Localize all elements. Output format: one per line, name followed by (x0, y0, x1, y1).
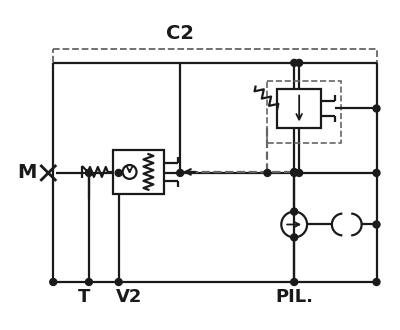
Circle shape (86, 279, 92, 285)
Circle shape (373, 221, 380, 228)
Text: M: M (17, 163, 36, 182)
Circle shape (296, 59, 303, 66)
Bar (277, 89, 321, 128)
Text: T: T (78, 288, 90, 306)
Bar (53, 49, 376, 282)
Text: C2: C2 (166, 24, 194, 43)
Circle shape (291, 170, 298, 177)
Circle shape (264, 170, 271, 177)
Bar (113, 150, 164, 194)
Circle shape (291, 234, 298, 241)
Circle shape (177, 170, 184, 177)
Circle shape (373, 279, 380, 285)
Circle shape (115, 170, 122, 177)
Circle shape (373, 105, 380, 112)
Text: PIL.: PIL. (275, 288, 313, 306)
Circle shape (291, 208, 298, 215)
Circle shape (373, 170, 380, 177)
Circle shape (86, 170, 92, 177)
Circle shape (115, 279, 122, 285)
Circle shape (291, 169, 298, 176)
Circle shape (296, 170, 303, 177)
Circle shape (291, 279, 298, 285)
Circle shape (291, 59, 298, 66)
Bar (268, 81, 341, 143)
Circle shape (50, 279, 57, 285)
Text: V2: V2 (116, 288, 142, 306)
